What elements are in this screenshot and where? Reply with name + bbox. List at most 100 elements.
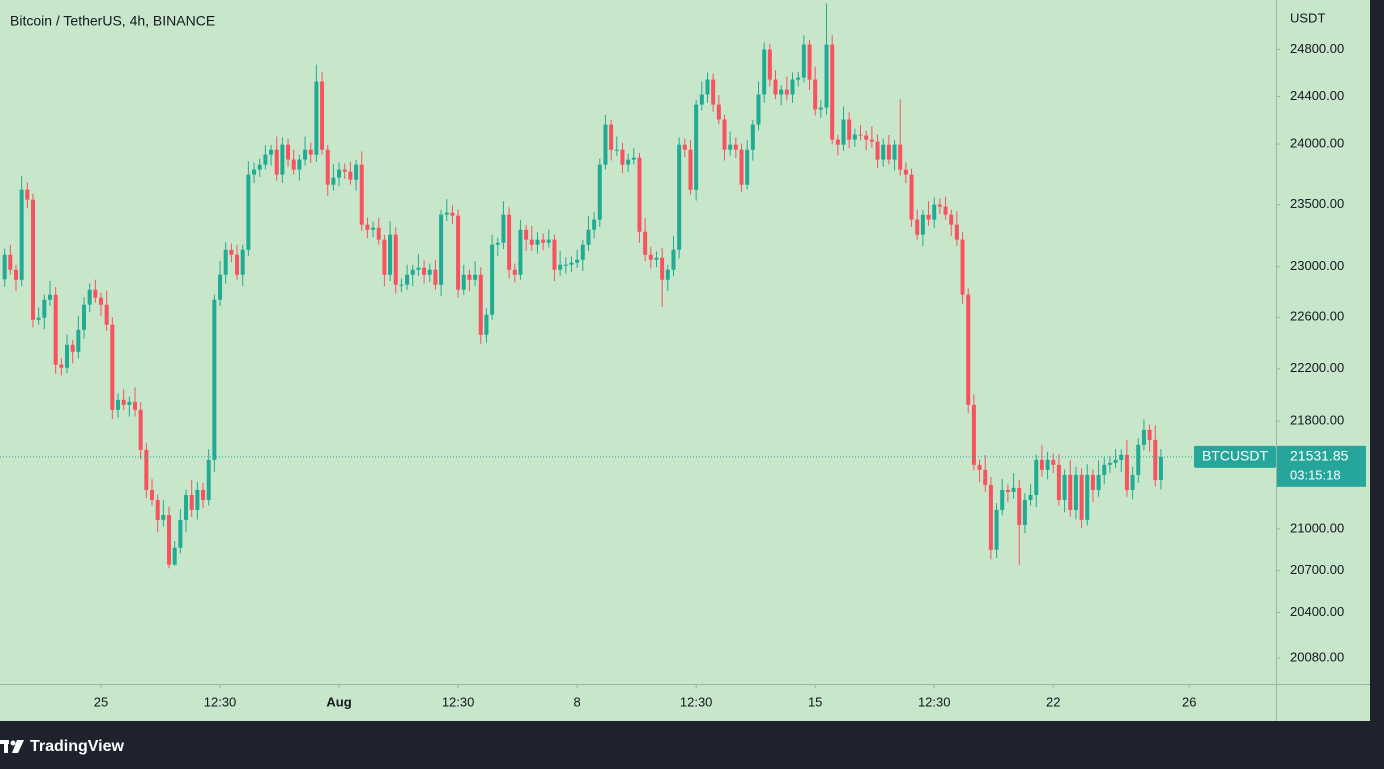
candle-body (677, 144, 682, 250)
candle-body (331, 177, 336, 185)
candle-body (450, 212, 455, 216)
candle-body (954, 224, 959, 240)
y-tick-label: 24400.00 (1290, 88, 1344, 103)
candle-body (541, 239, 546, 243)
candle-body (875, 141, 880, 160)
candle-body (796, 77, 801, 80)
candle-body (433, 269, 438, 285)
candle-body (920, 214, 925, 235)
candle-body (779, 89, 784, 95)
candle-body (456, 215, 461, 290)
candle-body (218, 274, 223, 300)
candle-body (495, 242, 500, 245)
candle-body (2, 254, 7, 280)
candle-body (286, 144, 291, 160)
candle-body (342, 169, 347, 172)
candle-body (263, 154, 268, 165)
candle-body (354, 164, 359, 180)
candle-body (1000, 489, 1005, 510)
candle-body (665, 269, 670, 280)
candle-body (886, 144, 891, 160)
candle-body (835, 139, 840, 145)
candle-body (235, 254, 240, 275)
candle-body (830, 44, 835, 140)
candle-body (869, 139, 874, 142)
candle-body (484, 314, 489, 335)
price-tag (1277, 445, 1366, 487)
candle-body (167, 514, 172, 565)
candle-body (280, 144, 285, 175)
candle-body (977, 464, 982, 470)
logo: TradingView (0, 738, 125, 755)
candle-body (728, 144, 733, 150)
y-tick-label: 23500.00 (1290, 196, 1344, 211)
candle-body (308, 149, 313, 155)
candle-body (1136, 444, 1141, 475)
candle-body (858, 134, 863, 136)
candle-body (359, 164, 364, 225)
candle-body (116, 399, 121, 410)
candle-body (637, 157, 642, 232)
candle-body (150, 489, 155, 500)
candle-body (13, 269, 18, 280)
candle-body (376, 227, 381, 240)
candle-body (1022, 499, 1027, 525)
candle-body (439, 214, 444, 285)
candle-body (473, 274, 478, 280)
candle-body (42, 299, 47, 318)
candle-body (558, 264, 563, 270)
candle-body (36, 317, 41, 320)
candle-body (405, 274, 410, 285)
candle-body (246, 174, 251, 250)
candle-body (960, 239, 965, 295)
candle-body (1119, 454, 1124, 460)
candle-body (82, 304, 87, 330)
y-tick-label: 24800.00 (1290, 41, 1344, 56)
candle-body (388, 234, 393, 275)
candle-body (903, 169, 908, 175)
x-tick-label: 25 (94, 694, 108, 709)
candle-body (127, 401, 132, 405)
candle-body (1141, 429, 1146, 445)
candle-body (1130, 474, 1135, 490)
candle-body (671, 249, 676, 270)
candle-body (841, 119, 846, 145)
x-tick-label: 12:30 (918, 694, 951, 709)
candle-body (274, 149, 279, 175)
candle-body (648, 254, 653, 260)
candle-body (631, 157, 636, 160)
candle-body (1045, 459, 1050, 470)
candle-body (461, 274, 466, 290)
candle-body (1011, 487, 1016, 492)
candle-body (767, 49, 772, 80)
y-tick-label: 20080.00 (1290, 649, 1344, 664)
candle-body (563, 264, 568, 266)
candle-body (410, 269, 415, 275)
candle-body (626, 159, 631, 165)
price-axis-unit: USDT (1290, 10, 1325, 25)
candle-body (580, 244, 585, 260)
candle-body (1073, 474, 1078, 510)
candle-body (898, 144, 903, 170)
candle-body (1085, 474, 1090, 520)
candle-body (892, 144, 897, 160)
x-tick-label: 8 (574, 694, 581, 709)
candle-body (818, 107, 823, 110)
x-tick-label: Aug (326, 694, 351, 709)
candle-body (76, 329, 81, 352)
candle-body (8, 254, 13, 270)
candle-body (490, 244, 495, 315)
candle-body (733, 144, 738, 150)
candle-body (915, 219, 920, 235)
y-tick-label: 22200.00 (1290, 360, 1344, 375)
candle-body (682, 144, 687, 150)
candle-body (716, 104, 721, 120)
candle-body (64, 344, 69, 368)
candle-body (699, 94, 704, 105)
candle-body (467, 274, 472, 280)
candle-body (478, 274, 483, 335)
candle-body (172, 547, 177, 565)
y-tick-label: 21800.00 (1290, 413, 1344, 428)
candle-body (206, 459, 211, 500)
